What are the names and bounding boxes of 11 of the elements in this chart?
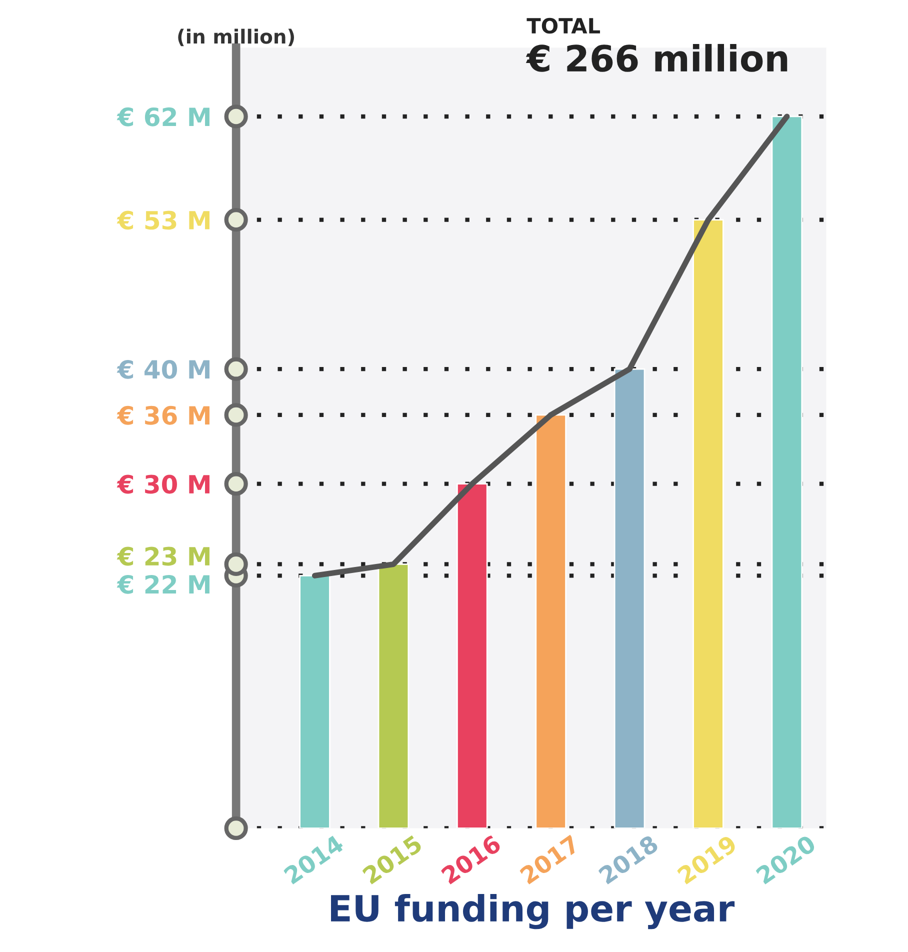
text: EU funding per year <box>331 894 735 930</box>
y-tick-label: € 62 M <box>116 107 210 126</box>
y-tick-label: € 30 M <box>116 474 210 494</box>
y-tick-label: € 53 M <box>116 210 210 230</box>
y-tick-label: € 36 M <box>116 406 210 425</box>
y-axis-title: (in million) <box>178 28 294 46</box>
y-tick-label: € 23 M <box>116 546 210 566</box>
y-tick-label: € 40 M <box>116 360 210 379</box>
text: TOTAL <box>526 18 600 34</box>
annotation: € 266 million <box>526 44 788 72</box>
y-tick-label: € 22 M <box>116 574 210 594</box>
